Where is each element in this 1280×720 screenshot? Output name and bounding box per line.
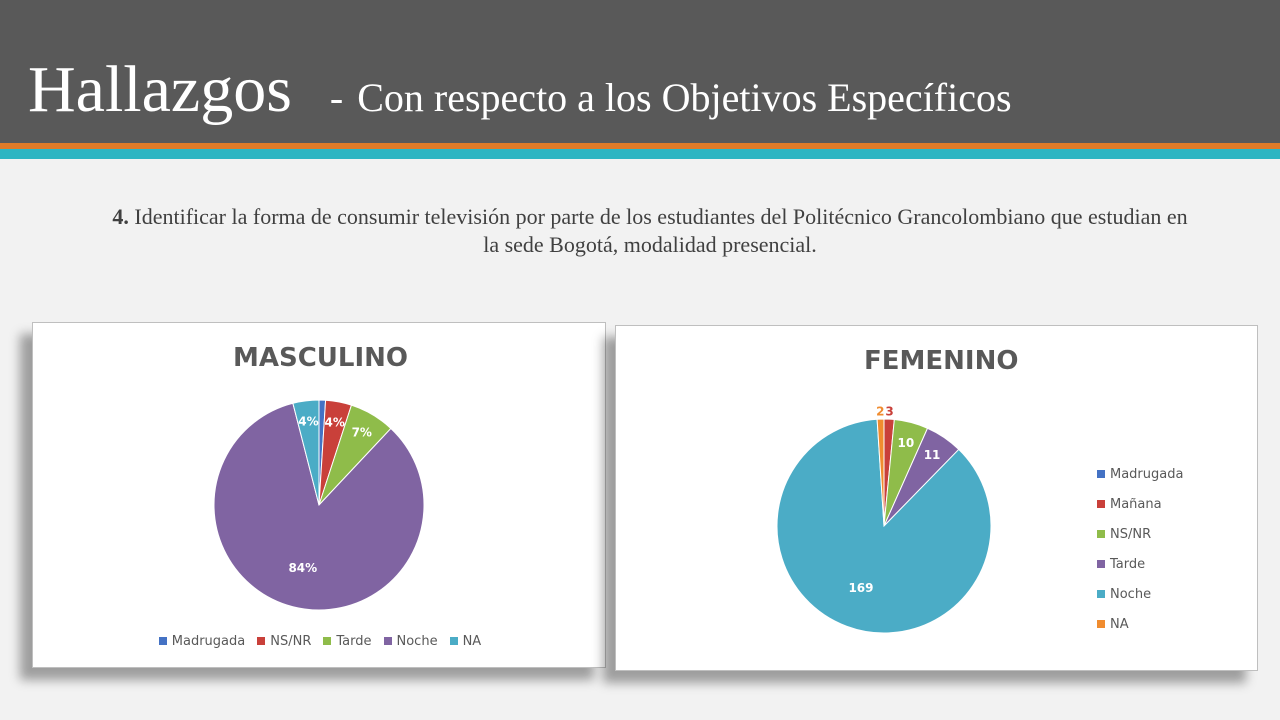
legend-item-masculino-madrugada: Madrugada — [158, 633, 246, 649]
legend-label: Madrugada — [171, 633, 246, 649]
chart-masculino: 1% 4% 7% 84% 4% MASCULINO Madrugada NS/NR Tard… — [32, 322, 606, 668]
legend-masculino: Madrugada NS/NR Tarde Noche NA — [134, 625, 506, 657]
legend-label: Noche — [396, 633, 438, 649]
pie-femenino: 3 10 11 169 2 — [776, 405, 992, 634]
chart-title-femenino: FEMENINO — [864, 346, 1019, 376]
legend-label: NA — [462, 633, 482, 649]
pie-masculino: 1% 4% 7% 84% 4% — [213, 386, 425, 611]
legend-item-femenino-ns-nr: NS/NR — [1089, 519, 1193, 549]
data-label-masculino-ns-nr: 4% — [325, 415, 345, 429]
objective-body: Identificar la forma de consumir televis… — [134, 204, 1188, 257]
data-label-femenino-ns-nr: 10 — [897, 436, 914, 450]
header-stripe-orange — [0, 143, 1280, 149]
data-label-masculino-madrugada: 1% — [312, 386, 332, 400]
legend-swatch — [1097, 530, 1105, 538]
pie-slice-masculino-na — [292, 399, 320, 506]
legend-label: Madrugada — [1110, 466, 1184, 482]
chart-title-masculino: MASCULINO — [233, 343, 409, 373]
legend-item-masculino-na: NA — [449, 633, 482, 649]
legend-swatch — [257, 637, 266, 645]
legend-item-masculino-tarde: Tarde — [323, 633, 372, 649]
legend-item-femenino-madrugada: Madrugada — [1089, 459, 1193, 489]
title-main: Hallazgos — [28, 53, 292, 126]
legend-item-femenino-noche: Noche — [1089, 579, 1193, 609]
legend-label: Noche — [1110, 586, 1152, 602]
legend-item-femenino-tarde: Tarde — [1089, 549, 1193, 579]
pie-slice-femenino-noche — [776, 418, 992, 634]
legend-swatch — [1097, 500, 1105, 508]
data-label-femenino-tarde: 11 — [924, 448, 941, 462]
header-stripe-teal — [0, 149, 1280, 159]
legend-item-masculino-noche: Noche — [383, 633, 438, 649]
title-subtitle: Con respecto a los Objetivos Específicos — [357, 75, 1012, 120]
data-label-femenino-noche: 169 — [848, 581, 873, 595]
legend-label: NS/NR — [270, 633, 312, 649]
title-dash: - — [329, 75, 344, 120]
objective-text: 4. Identificar la forma de consumir tele… — [110, 203, 1190, 259]
legend-label: Tarde — [1110, 556, 1146, 572]
legend-label: NA — [1110, 616, 1129, 632]
legend-label: NS/NR — [1110, 526, 1152, 542]
data-label-femenino-manana: 3 — [885, 405, 893, 419]
pie-slice-femenino-na — [876, 418, 885, 527]
legend-label: Tarde — [336, 633, 372, 649]
legend-swatch — [383, 637, 392, 645]
legend-label: Mañana — [1110, 496, 1162, 512]
slide-title: Hallazgos - Con respecto a los Objetivos E… — [28, 52, 1012, 128]
legend-swatch — [1097, 590, 1105, 598]
legend-swatch — [449, 637, 458, 645]
legend-item-femenino-manana: Mañana — [1089, 489, 1193, 519]
header-bar — [0, 0, 1280, 143]
legend-swatch — [158, 637, 167, 645]
objective-number: 4. — [112, 204, 129, 229]
chart-femenino: 3 10 11 169 2 FEMENINO Madrugada Mañana NS/NR T… — [615, 325, 1258, 671]
legend-item-femenino-na: NA — [1089, 609, 1193, 639]
legend-swatch — [1097, 620, 1105, 628]
data-label-masculino-na: 4% — [298, 415, 318, 429]
data-label-masculino-tarde: 7% — [352, 426, 372, 440]
data-label-femenino-na: 2 — [876, 405, 884, 419]
legend-swatch — [1097, 470, 1105, 478]
pie-slice-masculino-noche — [213, 402, 425, 611]
legend-femenino: Madrugada Mañana NS/NR Tarde Noche NA — [1089, 453, 1193, 633]
data-label-masculino-noche: 84% — [288, 561, 317, 575]
legend-swatch — [323, 637, 332, 645]
legend-item-masculino-ns-nr: NS/NR — [257, 634, 311, 649]
legend-swatch — [1097, 560, 1105, 568]
